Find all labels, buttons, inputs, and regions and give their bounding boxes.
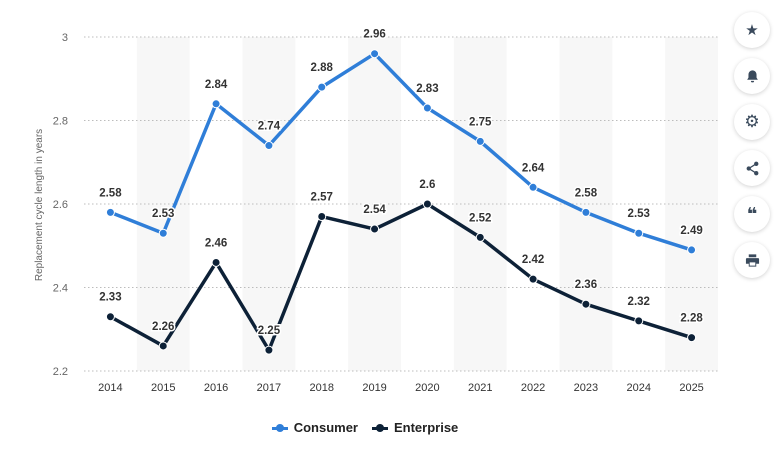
x-tick-label: 2024: [627, 382, 651, 394]
data-label-consumer: 2.74: [258, 121, 281, 133]
legend-marker-consumer: [271, 423, 288, 433]
data-point-enterprise: [581, 299, 591, 309]
data-point-consumer: [264, 141, 274, 151]
data-point-consumer: [317, 82, 327, 92]
data-point-consumer: [687, 245, 697, 255]
print-button[interactable]: [734, 242, 770, 278]
data-point-enterprise: [475, 232, 485, 242]
data-label-consumer: 2.64: [522, 162, 545, 174]
data-point-enterprise: [264, 345, 274, 355]
series-layer: [105, 49, 697, 355]
legend: Consumer Enterprise: [0, 420, 730, 435]
data-label-consumer: 2.58: [575, 187, 598, 199]
x-tick-label: 2025: [679, 382, 703, 394]
x-tick-label: 2022: [521, 382, 545, 394]
legend-label-consumer: Consumer: [293, 420, 358, 435]
data-label-consumer: 2.53: [628, 208, 650, 220]
gear-icon: ⚙: [744, 112, 760, 131]
data-label-consumer: 2.49: [680, 225, 702, 237]
x-tick-label: 2017: [257, 382, 281, 394]
data-label-enterprise: 2.25: [258, 325, 281, 337]
share-button[interactable]: [734, 150, 770, 186]
x-tick-label: 2015: [151, 382, 175, 394]
y-tick-label: 2.4: [53, 283, 68, 295]
share-icon: [746, 161, 758, 175]
data-label-consumer: 2.83: [416, 83, 438, 95]
data-point-enterprise: [370, 224, 380, 234]
data-label-enterprise: 2.46: [205, 237, 227, 249]
data-point-consumer: [158, 228, 168, 238]
data-label-consumer: 2.88: [311, 62, 334, 74]
data-point-enterprise: [105, 312, 115, 322]
x-tick-label: 2018: [310, 382, 334, 394]
data-point-enterprise: [422, 199, 432, 209]
data-point-consumer: [370, 49, 380, 59]
data-label-enterprise: 2.52: [469, 212, 491, 224]
y-tick-label: 2.8: [53, 116, 68, 128]
legend-label-enterprise: Enterprise: [393, 420, 459, 435]
bell-icon: [746, 69, 758, 82]
data-label-consumer: 2.58: [99, 187, 122, 199]
printer-icon: [745, 253, 759, 267]
legend-item-enterprise[interactable]: Enterprise: [371, 420, 459, 435]
data-point-consumer: [422, 103, 432, 113]
data-point-enterprise: [211, 257, 221, 267]
data-label-enterprise: 2.32: [628, 296, 650, 308]
series-line-enterprise: [109, 202, 693, 352]
y-axis-title: Replacement cycle length in years: [34, 129, 45, 281]
data-label-consumer: 2.84: [205, 79, 228, 91]
favorite-button[interactable]: ★: [734, 12, 770, 48]
data-point-consumer: [475, 136, 485, 146]
data-label-enterprise: 2.28: [680, 313, 703, 325]
data-label-consumer: 2.96: [363, 29, 385, 41]
data-point-consumer: [528, 182, 538, 192]
quote-icon: ❝: [746, 203, 758, 224]
data-point-enterprise: [158, 341, 168, 351]
data-label-enterprise: 2.42: [522, 254, 544, 266]
x-tick-label: 2019: [362, 382, 386, 394]
data-point-enterprise: [317, 212, 327, 222]
gridlines: [84, 36, 718, 372]
x-tick-label: 2014: [98, 382, 122, 394]
line-chart: 2.22.42.62.83 2014 2015 2016 2017 2018 2019 20…: [34, 27, 718, 394]
chart-toolbar: ★ ⚙ ❝: [734, 12, 770, 278]
data-point-consumer: [105, 207, 115, 217]
x-tick-label: 2016: [204, 382, 228, 394]
data-label-enterprise: 2.36: [575, 279, 597, 291]
data-point-consumer: [634, 228, 644, 238]
data-label-enterprise: 2.54: [363, 204, 386, 216]
settings-button[interactable]: ⚙: [734, 104, 770, 140]
data-label-enterprise: 2.33: [99, 292, 121, 304]
series-line-consumer: [109, 51, 693, 252]
data-point-enterprise: [528, 274, 538, 284]
data-label-enterprise: 2.57: [311, 192, 333, 204]
data-label-enterprise: 2.6: [419, 179, 435, 191]
data-labels: 2.58 2.53 2.84 2.74 2.88 2.96 2.83 2.75 2.64 2.58…: [98, 27, 705, 338]
x-axis: 2014 2015 2016 2017 2018 2019 2020 2021 2022 2023…: [98, 382, 704, 394]
x-tick-label: 2020: [415, 382, 439, 394]
cite-button[interactable]: ❝: [734, 196, 770, 232]
data-point-consumer: [581, 207, 591, 217]
y-tick-label: 3: [62, 32, 68, 44]
y-tick-label: 2.6: [53, 199, 68, 211]
legend-item-consumer[interactable]: Consumer: [271, 420, 358, 435]
data-point-enterprise: [687, 333, 697, 343]
y-tick-label: 2.2: [53, 366, 68, 378]
data-label-consumer: 2.53: [152, 208, 174, 220]
notification-button[interactable]: [734, 58, 770, 94]
x-tick-label: 2023: [574, 382, 598, 394]
legend-marker-enterprise: [371, 423, 388, 433]
x-tick-label: 2021: [468, 382, 492, 394]
data-label-enterprise: 2.26: [152, 321, 174, 333]
y-axis: 2.2 2.4 2.6 2.8 3: [53, 32, 68, 378]
star-icon: ★: [745, 22, 759, 39]
data-label-consumer: 2.75: [469, 116, 492, 128]
data-point-consumer: [211, 99, 221, 109]
data-point-enterprise: [634, 316, 644, 326]
